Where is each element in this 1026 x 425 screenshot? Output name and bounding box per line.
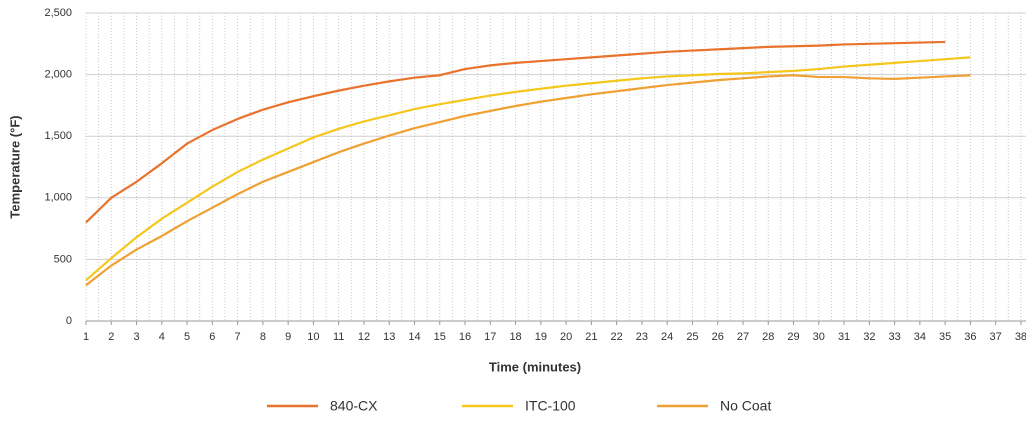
- x-tick-label: 28: [762, 331, 774, 343]
- legend-label: 840-CX: [330, 398, 378, 414]
- x-tick-label: 33: [888, 331, 900, 343]
- x-tick-label: 2: [108, 331, 114, 343]
- x-tick-label: 23: [636, 331, 648, 343]
- y-tick-label: 2,000: [44, 69, 72, 81]
- x-tick-label: 24: [661, 331, 673, 343]
- x-tick-label: 11: [333, 331, 344, 343]
- x-tick-label: 3: [133, 331, 139, 343]
- x-tick-label: 25: [686, 331, 698, 343]
- x-tick-label: 16: [459, 331, 471, 343]
- y-tick-label: 1,500: [44, 130, 72, 142]
- y-tick-label: 500: [54, 253, 72, 265]
- series-line: [85, 74, 971, 287]
- x-tick-label: 18: [509, 331, 521, 343]
- x-tick-label: 31: [838, 331, 850, 343]
- x-tick-label: 34: [914, 331, 926, 343]
- x-tick-label: 38: [1015, 331, 1026, 343]
- x-tick-label: 4: [159, 331, 165, 343]
- x-tick-label: 29: [787, 331, 799, 343]
- x-tick-label: 14: [408, 331, 420, 343]
- y-tick-label: 0: [66, 315, 72, 327]
- x-tick-label: 5: [184, 331, 190, 343]
- x-tick-label: 27: [737, 331, 749, 343]
- x-tick-label: 22: [611, 331, 623, 343]
- y-tick-label: 2,500: [44, 7, 72, 19]
- x-tick-label: 20: [560, 331, 572, 343]
- x-tick-label: 12: [358, 331, 370, 343]
- x-tick-label: 32: [863, 331, 875, 343]
- x-tick-label: 26: [712, 331, 724, 343]
- x-tick-label: 9: [285, 331, 291, 343]
- x-tick-label: 36: [964, 331, 976, 343]
- x-tick-label: 19: [535, 331, 547, 343]
- x-tick-label: 15: [434, 331, 446, 343]
- legend-label: No Coat: [720, 398, 771, 414]
- x-tick-label: 10: [307, 331, 319, 343]
- x-axis-title: Time (minutes): [489, 359, 581, 374]
- x-tick-label: 35: [939, 331, 951, 343]
- x-tick-label: 6: [209, 331, 215, 343]
- y-axis-title: Temperature (°F): [7, 115, 22, 218]
- x-tick-label: 21: [585, 331, 597, 343]
- series-line: [85, 40, 946, 224]
- x-tick-label: 13: [383, 331, 395, 343]
- x-tick-label: 8: [260, 331, 266, 343]
- x-tick-label: 7: [235, 331, 241, 343]
- x-tick-label: 1: [83, 331, 89, 343]
- y-tick-label: 1,000: [44, 192, 72, 204]
- x-tick-label: 17: [484, 331, 496, 343]
- x-tick-label: 30: [813, 331, 825, 343]
- x-tick-label: 37: [990, 331, 1002, 343]
- legend-label: ITC-100: [525, 398, 576, 414]
- series-line: [85, 56, 971, 282]
